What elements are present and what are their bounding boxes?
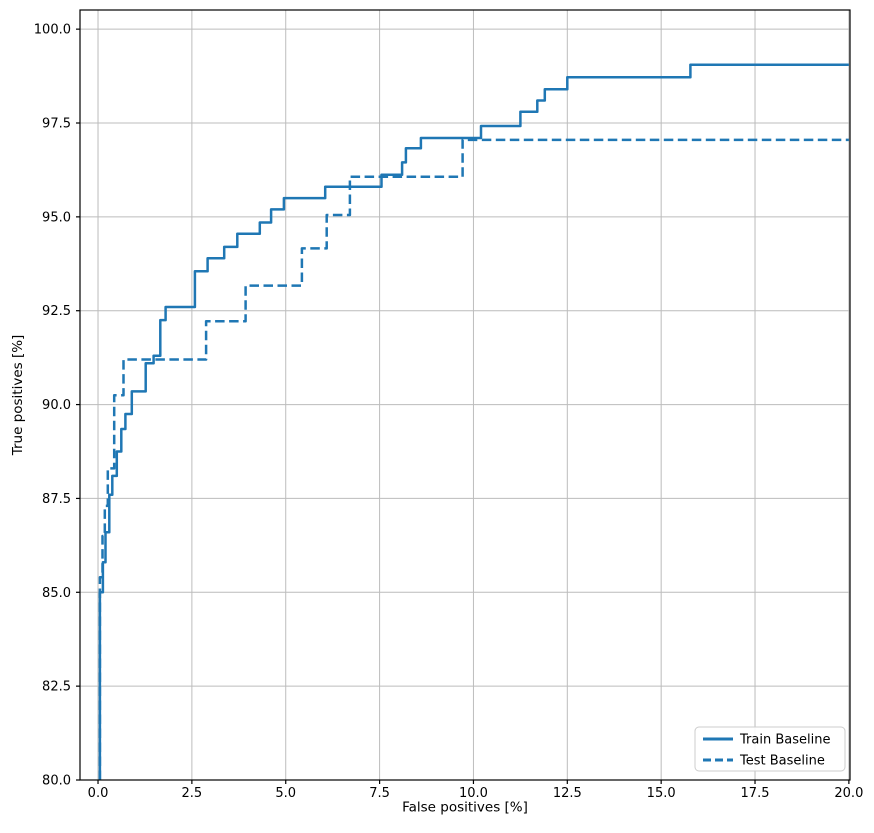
x-tick-label: 20.0 <box>834 786 863 801</box>
train-baseline-line <box>98 63 849 780</box>
x-tick-label: 5.0 <box>275 786 296 801</box>
y-tick-label: 95.0 <box>42 210 71 225</box>
x-tick-label: 17.5 <box>741 786 770 801</box>
plot-border <box>79 9 851 781</box>
x-tick-label: 7.5 <box>369 786 390 801</box>
axis-ticks: 0.0 2.5 5.0 7.5 10.0 12.5 15.0 17.5 20.0 80.0 82.5… <box>34 23 864 801</box>
y-tick-label: 92.5 <box>42 304 71 319</box>
y-axis-label: True positives [%] <box>10 335 26 457</box>
x-tick-label: 0.0 <box>88 786 109 801</box>
test-baseline-line <box>98 138 849 780</box>
x-tick-label: 15.0 <box>647 786 676 801</box>
y-tick-label: 87.5 <box>42 492 71 507</box>
y-tick-label: 97.5 <box>42 117 71 132</box>
x-axis-label: False positives [%] <box>402 800 528 816</box>
legend: Train Baseline Test Baseline <box>694 726 846 772</box>
x-tick-label: 12.5 <box>553 786 582 801</box>
x-tick-label: 10.0 <box>459 786 488 801</box>
y-tick-label: 82.5 <box>42 680 71 695</box>
legend-item-label: Test Baseline <box>739 754 825 769</box>
y-tick-label: 100.0 <box>34 23 71 38</box>
y-tick-label: 80.0 <box>42 774 71 789</box>
x-tick-label: 2.5 <box>182 786 203 801</box>
y-tick-label: 85.0 <box>42 586 71 601</box>
y-tick-label: 90.0 <box>42 398 71 413</box>
series-lines <box>98 63 849 780</box>
grid-lines <box>80 10 850 781</box>
legend-item-label: Train Baseline <box>739 733 830 748</box>
